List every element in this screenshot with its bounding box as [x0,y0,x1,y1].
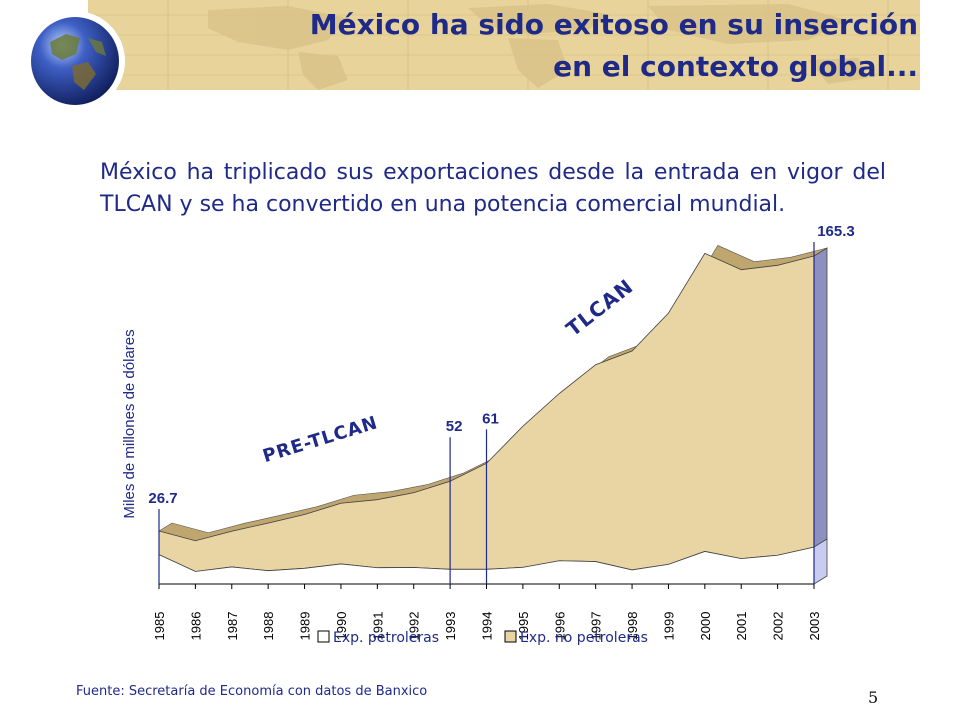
data-label: 52 [446,418,463,435]
globe-icon [25,11,125,111]
x-tick-label: 1999 [661,612,676,641]
y-axis-label: Miles de millones de dólares [121,329,138,518]
slide-title-line1: México ha sido exitoso en su inserción [309,8,918,41]
period-label-pre: PRE-TLCAN [260,412,380,467]
x-tick-label: 1990 [334,612,349,641]
x-tick-label: 1986 [188,612,203,641]
world-map-icon [88,0,920,90]
page-number: 5 [868,688,879,707]
x-tick-label: 1998 [625,612,640,641]
data-label: 61 [482,410,499,427]
x-tick-label: 1991 [370,612,385,641]
source-note: Fuente: Secretaría de Economía con datos… [76,684,428,699]
x-tick-label: 1985 [152,612,167,641]
x-tick-label: 1989 [298,612,313,641]
x-tick-label: 1995 [516,612,531,641]
legend-swatch-oil [317,630,330,643]
intro-paragraph: México ha triplicado sus exportaciones d… [100,160,886,217]
x-tick-label: 2003 [807,612,822,641]
x-tick-label: 1987 [225,612,240,641]
x-tick-label: 1988 [261,612,276,641]
legend-label-non-oil: Exp. no petroleras [520,630,648,646]
x-tick-label: 1997 [589,612,604,641]
legend: Exp. petroleras Exp. no petroleras [317,630,648,646]
series-oil-side [813,538,828,585]
x-tick-label: 1992 [407,612,422,641]
slide-title-line2: en el contexto global... [553,50,918,83]
period-label-tlcan: TLCAN [561,274,637,341]
series-non-oil-side [813,247,828,548]
x-tick-label: 1996 [552,612,567,641]
legend-label-oil: Exp. petroleras [333,630,439,646]
data-label: 26.7 [148,490,177,507]
x-tick-label: 2001 [734,612,749,641]
legend-swatch-non-oil [504,630,517,643]
x-tick-label: 1994 [480,612,495,641]
x-tick-label: 1993 [443,612,458,641]
x-tick-label: 2000 [698,612,713,641]
data-label: 165.3 [817,223,855,240]
series-oil-area [158,546,815,585]
x-tick-label: 2002 [771,612,786,641]
